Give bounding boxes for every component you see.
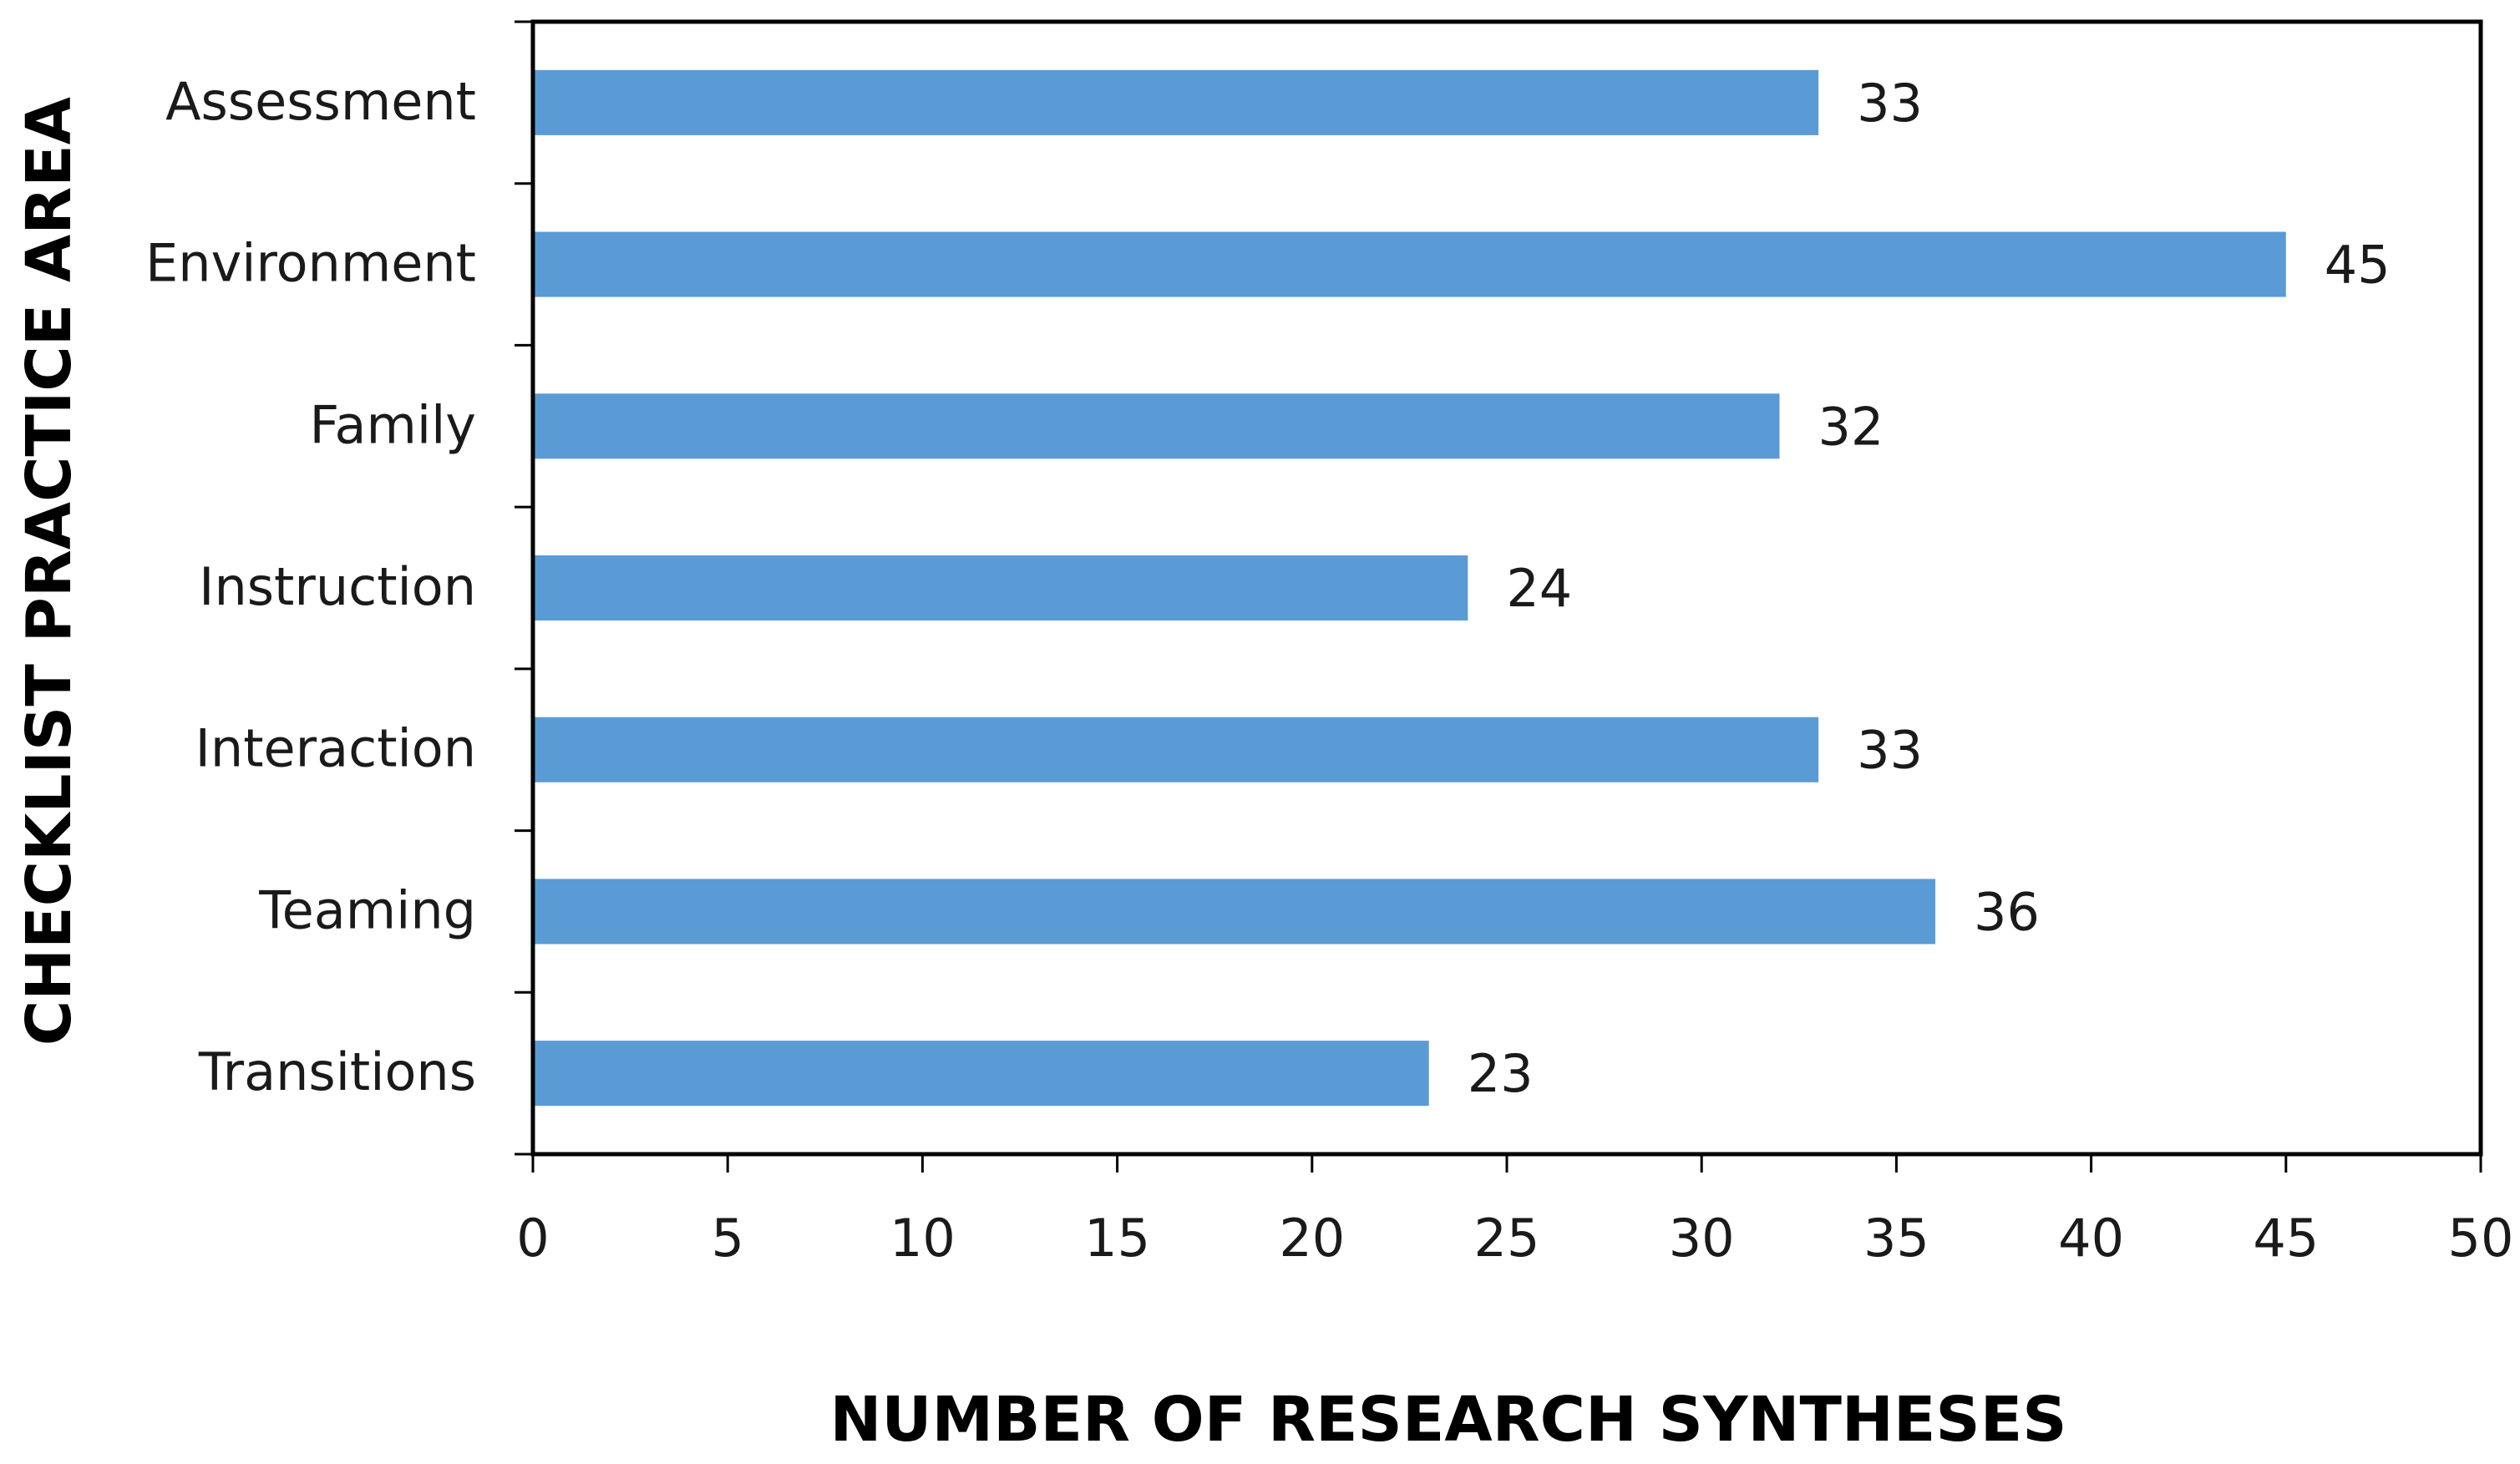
data-label-instruction: 24 xyxy=(1506,558,1572,619)
bar-interaction xyxy=(533,717,1819,783)
x-tick-label: 15 xyxy=(1084,1208,1150,1269)
x-tick-label: 25 xyxy=(1474,1208,1540,1269)
data-label-environment: 45 xyxy=(2325,235,2391,296)
category-label-family: Family xyxy=(309,394,476,455)
bar-instruction xyxy=(533,555,1468,621)
category-label-interaction: Interaction xyxy=(195,718,476,779)
x-tick-label: 30 xyxy=(1669,1208,1735,1269)
bar-teaming xyxy=(533,879,1936,945)
data-label-interaction: 33 xyxy=(1857,720,1923,781)
x-tick-label: 10 xyxy=(890,1208,956,1269)
bars-group xyxy=(533,69,2286,1107)
bar-assessment xyxy=(533,69,1819,135)
data-label-teaming: 36 xyxy=(1974,881,2040,942)
x-tick-label: 0 xyxy=(516,1208,549,1269)
bar-family xyxy=(533,393,1780,459)
category-label-instruction: Instruction xyxy=(199,556,476,617)
category-label-teaming: Teaming xyxy=(258,879,476,940)
x-tick-label: 45 xyxy=(2253,1208,2319,1269)
bar-environment xyxy=(533,231,2286,297)
category-label-environment: Environment xyxy=(145,233,476,294)
category-label-assessment: Assessment xyxy=(165,71,476,132)
bar-transitions xyxy=(533,1041,1429,1107)
y-axis-title: CHECKLIST PRACTICE AREA xyxy=(13,97,85,1046)
x-tick-label: 20 xyxy=(1279,1208,1345,1269)
x-tick-label: 35 xyxy=(1863,1208,1929,1269)
x-tick-label: 5 xyxy=(711,1208,743,1269)
data-label-family: 32 xyxy=(1818,396,1884,457)
data-label-transitions: 23 xyxy=(1468,1043,1534,1104)
category-labels-group: Assessment Environment Family Instruction In… xyxy=(145,71,476,1102)
x-tick-label: 40 xyxy=(2058,1208,2124,1269)
tick-labels-group: 0 5 10 15 20 25 30 35 40 45 50 xyxy=(516,1208,2513,1269)
x-axis-title: NUMBER OF RESEARCH SYNTHESES xyxy=(829,1384,2066,1456)
value-labels-group: 33 45 32 24 33 36 23 xyxy=(1468,73,2391,1104)
x-tick-label: 50 xyxy=(2448,1208,2514,1269)
category-label-transitions: Transitions xyxy=(198,1041,476,1102)
data-label-assessment: 33 xyxy=(1857,73,1923,134)
plot-frame xyxy=(530,19,2483,1157)
ticks-group xyxy=(515,20,2482,1173)
